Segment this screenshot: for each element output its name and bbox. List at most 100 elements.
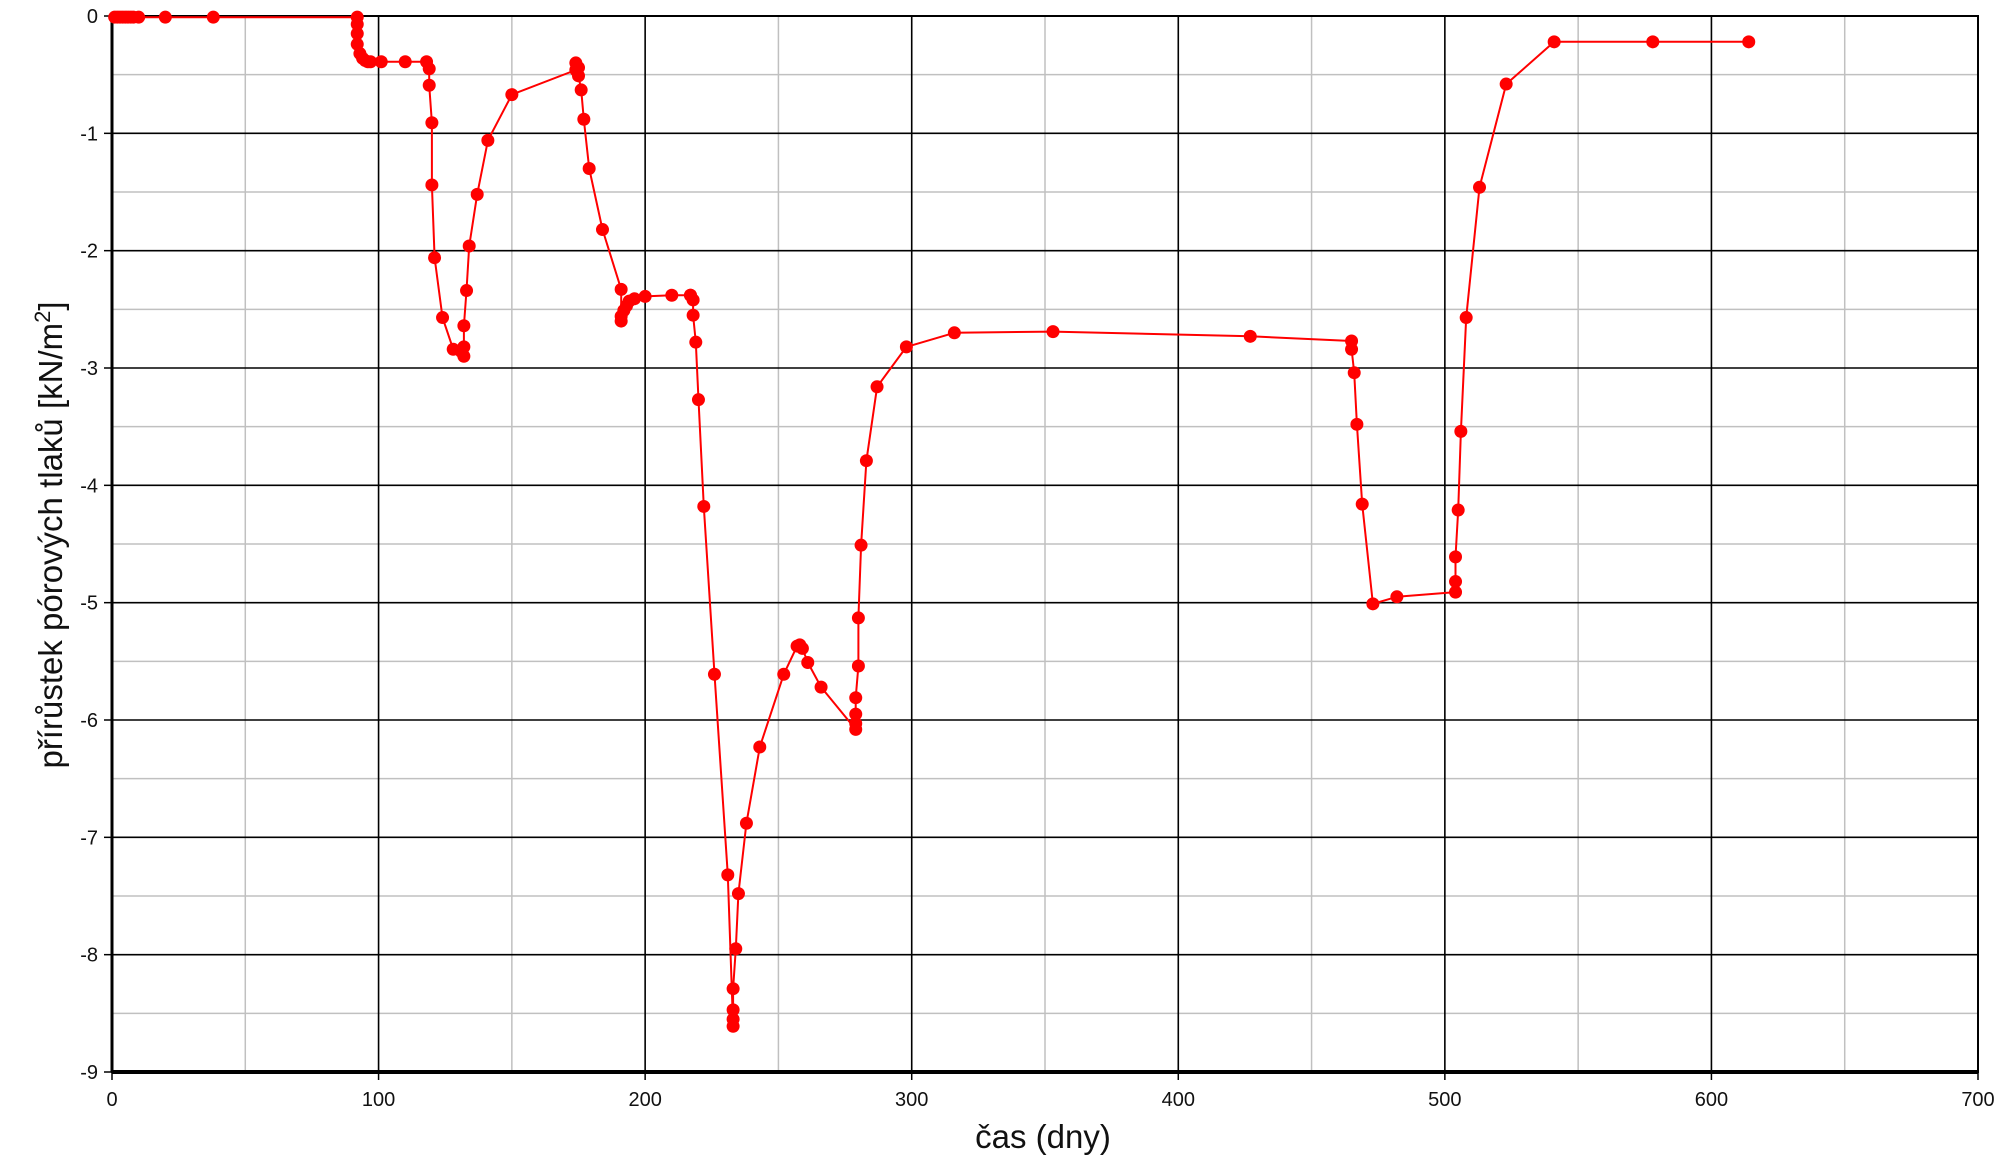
y-tick-label: -2 [80,241,98,263]
y-tick-label: -4 [80,475,98,497]
data-point [795,641,809,655]
data-point [572,69,585,83]
y-tick-label: -5 [80,593,98,615]
data-point [1366,597,1380,611]
data-point [422,78,436,92]
data-point [1046,325,1060,339]
data-point [691,393,705,407]
x-tick-label: 0 [106,1089,117,1111]
data-point [1449,575,1463,589]
y-tick-label: -7 [80,827,98,849]
data-point [350,17,364,31]
data-point [374,55,388,69]
y-axis-ticks: 0 -1 -2 -3 -4 -5 -6 -7 -8 -9 [80,6,112,1084]
data-point [1742,35,1756,49]
data-point [481,133,495,147]
data-point [460,284,474,298]
data-point [851,659,865,673]
data-point [422,62,436,76]
data-point [1473,180,1487,194]
data-point [697,499,711,513]
data-point [726,982,740,996]
data-point [1454,424,1468,438]
data-point [859,454,873,468]
data-point [1350,417,1364,431]
data-point [731,887,745,901]
data-point [470,187,484,201]
data-point [849,717,863,731]
x-tick-label: 200 [628,1089,661,1111]
minor-gridlines [112,16,1978,1072]
data-point [457,319,471,333]
x-axis-label: čas (dny) [975,1118,1111,1155]
x-tick-label: 600 [1695,1089,1728,1111]
x-tick-label: 100 [362,1089,395,1111]
data-point [595,223,609,237]
data-point [689,335,703,349]
data-point [1449,585,1463,599]
y-tick-label: -3 [80,358,98,380]
data-point [574,83,588,97]
data-point [457,349,471,363]
y-tick-label: -9 [80,1062,98,1084]
data-point [614,282,628,296]
data-point [753,740,767,754]
y-tick-label: 0 [87,6,98,28]
data-point [726,1012,740,1026]
data-point [158,10,172,24]
data-point [582,162,596,176]
data-point [398,55,412,69]
y-axis-label-suffix: ] [32,301,69,310]
x-tick-label: 400 [1162,1089,1195,1111]
data-point [1547,35,1561,49]
data-point [726,1003,740,1017]
y-axis-label-main: přírůstek pórových tlaků [kN/m [32,323,69,769]
data-point [777,667,791,681]
series-line [114,16,1749,1028]
x-axis-ticks: 0 100 200 300 400 500 600 700 [106,1072,1995,1111]
data-point [1646,35,1660,49]
data-point [851,611,865,625]
data-point [947,326,961,340]
data-point [849,691,863,705]
data-point [457,340,471,354]
data-point [870,380,884,394]
data-point [350,27,364,41]
y-tick-label: -6 [80,710,98,732]
data-point [1459,311,1473,325]
data-point [686,293,700,307]
data-point [132,10,146,24]
data-point [206,10,220,24]
data-point [729,942,743,956]
data-point [1347,366,1361,380]
data-point [801,656,815,670]
y-axis-label: přírůstek pórových tlaků [kN/m2] [30,301,69,768]
x-tick-label: 500 [1428,1089,1461,1111]
y-axis-label-superscript: 2 [30,311,55,323]
data-point [665,288,679,302]
x-tick-label: 700 [1961,1089,1994,1111]
data-point [814,680,828,694]
data-point [627,292,641,306]
plot-frame [110,15,1979,1074]
data-point [1451,503,1465,517]
data-point [577,112,591,126]
data-point [505,88,519,102]
data-point [1355,497,1369,511]
data-point [425,116,439,130]
data-point [854,538,868,552]
x-tick-label: 300 [895,1089,928,1111]
data-point [707,667,721,681]
data-point [638,289,652,303]
data-point [436,311,450,325]
data-point [1243,329,1257,343]
data-point [462,239,476,253]
y-tick-label: -1 [80,123,98,145]
data-point [849,707,863,721]
data-point [1390,590,1404,604]
data-point [428,251,442,265]
data-point [364,55,378,69]
series-layer [108,10,1756,1033]
